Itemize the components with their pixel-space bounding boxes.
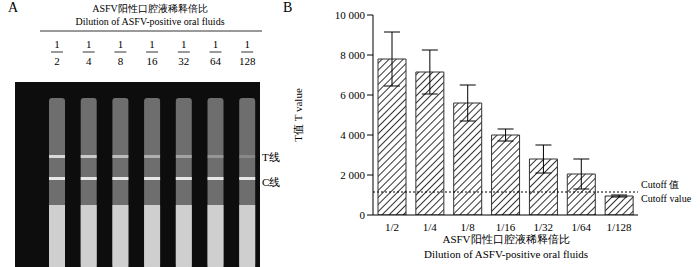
svg-text:1: 1 — [54, 38, 60, 50]
svg-text:C线: C线 — [262, 176, 280, 188]
svg-text:1: 1 — [181, 38, 187, 50]
svg-text:4 000: 4 000 — [340, 129, 365, 141]
svg-text:Cutoff 值: Cutoff 值 — [641, 179, 679, 190]
svg-text:2: 2 — [54, 55, 60, 67]
svg-text:Dilution of ASFV-positive oral: Dilution of ASFV-positive oral fluids — [75, 16, 224, 27]
svg-text:1: 1 — [149, 38, 155, 50]
svg-text:1/32: 1/32 — [534, 221, 554, 233]
svg-text:10 000: 10 000 — [335, 9, 366, 21]
svg-text:T值 T value: T值 T value — [292, 88, 304, 142]
svg-text:1/16: 1/16 — [496, 221, 516, 233]
svg-text:64: 64 — [210, 55, 222, 67]
svg-text:1/8: 1/8 — [461, 221, 476, 233]
svg-text:B: B — [283, 0, 292, 15]
svg-text:Dilution of ASFV-positive oral: Dilution of ASFV-positive oral fluids — [424, 248, 588, 260]
svg-text:0: 0 — [360, 209, 366, 221]
svg-text:8 000: 8 000 — [340, 49, 365, 61]
svg-text:128: 128 — [239, 55, 256, 67]
svg-text:4: 4 — [86, 55, 92, 67]
svg-text:1/64: 1/64 — [571, 221, 591, 233]
svg-text:16: 16 — [147, 55, 159, 67]
svg-text:ASFV阳性口腔液稀释倍比: ASFV阳性口腔液稀释倍比 — [92, 3, 208, 14]
svg-text:ASFV阳性口腔液稀释倍比: ASFV阳性口腔液稀释倍比 — [442, 233, 569, 245]
svg-text:2 000: 2 000 — [340, 169, 365, 181]
svg-text:6 000: 6 000 — [340, 89, 365, 101]
svg-text:1: 1 — [86, 38, 92, 50]
svg-text:1: 1 — [244, 38, 250, 50]
svg-text:32: 32 — [178, 55, 189, 67]
svg-text:Cutoff value: Cutoff value — [641, 193, 692, 204]
svg-text:1/2: 1/2 — [385, 221, 399, 233]
svg-text:T线: T线 — [262, 151, 280, 163]
svg-text:A: A — [8, 0, 19, 15]
svg-text:8: 8 — [118, 55, 124, 67]
svg-text:1: 1 — [118, 38, 124, 50]
svg-text:1/128: 1/128 — [607, 221, 633, 233]
svg-text:1/4: 1/4 — [423, 221, 438, 233]
svg-text:1: 1 — [213, 38, 219, 50]
